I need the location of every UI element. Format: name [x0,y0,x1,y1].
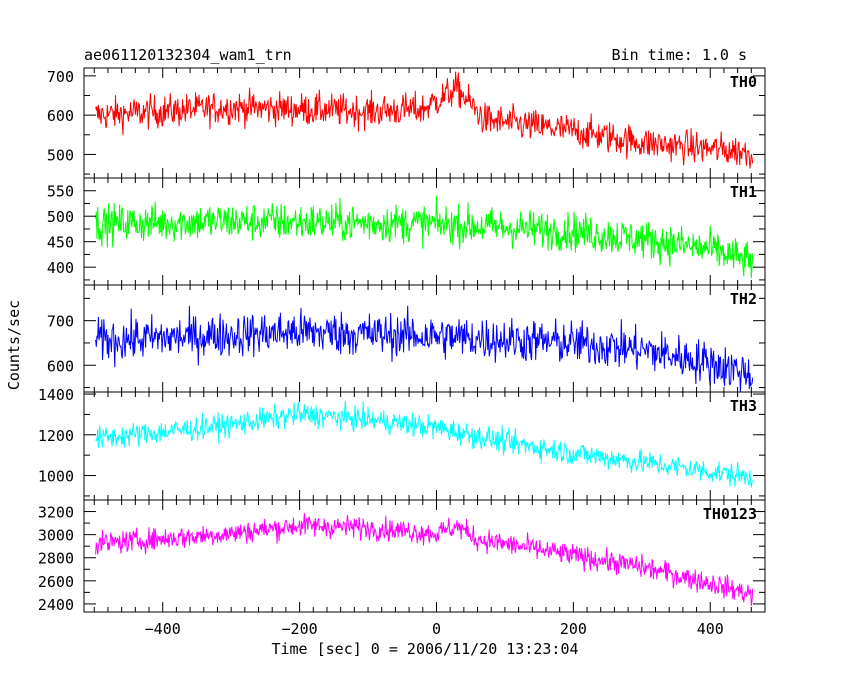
y-tick-label: 400 [47,259,74,277]
series-line-th0123 [95,512,754,606]
y-tick-label: 3200 [38,504,74,522]
panel-stack: TH0 500 600 700 TH1 400 450 500 550 TH2 600 700 TH3 1… [38,67,766,638]
panel-label: TH1 [730,183,757,201]
y-tick-label: 2400 [38,596,74,614]
y-tick-label: 550 [47,183,74,201]
y-tick-label: 500 [47,208,74,226]
y-tick-label: 600 [47,107,74,125]
panel-label: TH2 [730,290,757,308]
y-tick-label: 1400 [38,386,74,404]
panel-frame [83,67,766,179]
x-tick-label: −400 [145,620,181,638]
panel-label: TH0 [730,73,757,91]
y-tick-label: 700 [47,313,74,331]
panel-label: TH3 [730,397,757,415]
panel-th2: TH2 600 700 [47,284,766,393]
y-axis-label: Counts/sec [5,300,23,390]
y-tick-label: 2600 [38,573,74,591]
x-tick-label: 400 [697,620,724,638]
x-axis-label: Time [sec] 0 = 2006/11/20 13:23:04 [271,640,578,658]
y-tick-label: 600 [47,357,74,375]
y-tick-label: 2800 [38,550,74,568]
y-tick-label: 450 [47,234,74,252]
panel-frame [83,284,766,393]
panel-th1: TH1 400 450 500 550 [47,177,766,286]
x-tick-label: 0 [432,620,441,638]
panel-frame [83,499,766,613]
y-tick-label: 1200 [38,427,74,445]
series-line-th2 [95,305,754,392]
plot-title: ae061120132304_wam1_trn [84,46,292,64]
panel-th0123: TH0123 2400 2600 2800 3000 3200 [38,499,766,614]
bin-time-label: Bin time: 1.0 s [612,46,747,64]
x-tick-label: −200 [282,620,318,638]
panel-th3: TH3 1000 1200 1400 [38,386,766,501]
y-tick-label: 1000 [38,468,74,486]
y-tick-label: 500 [47,146,74,164]
series-line-th0 [95,71,754,169]
y-tick-label: 3000 [38,527,74,545]
series-line-th1 [95,195,754,279]
panel-label: TH0123 [703,505,757,523]
panel-frame [83,391,766,501]
panel-th0: TH0 500 600 700 [47,67,766,179]
series-line-th3 [95,400,754,488]
x-tick-label: 200 [560,620,587,638]
y-tick-label: 700 [47,68,74,86]
